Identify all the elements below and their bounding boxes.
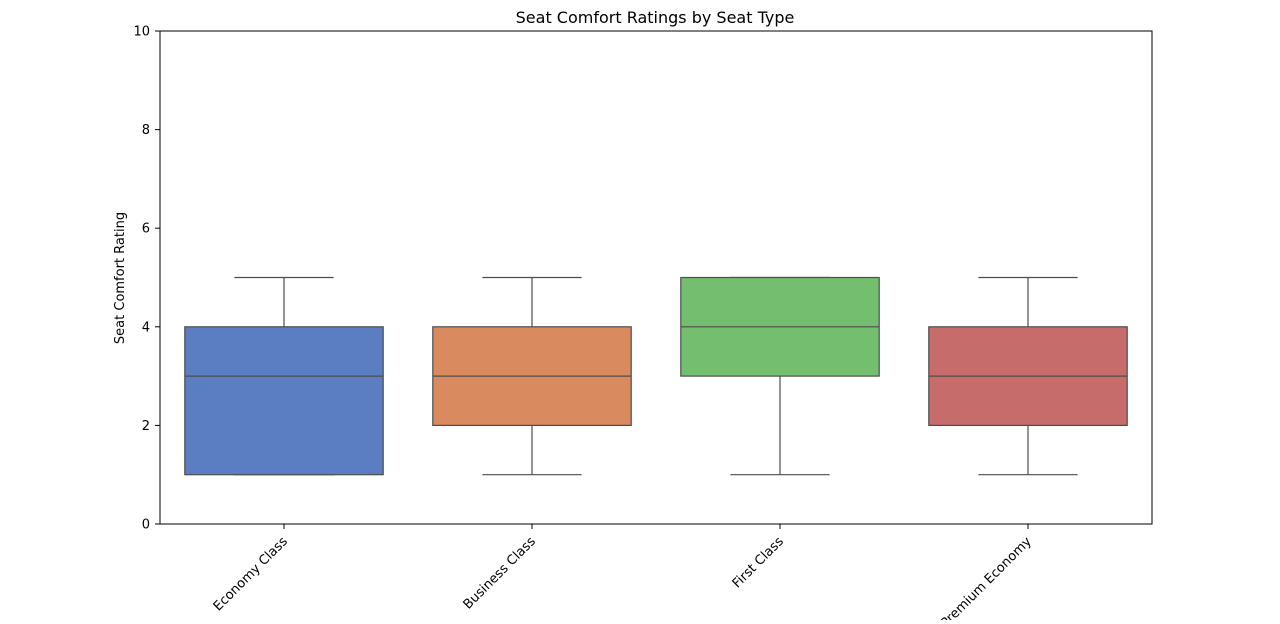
x-tick-label-first-class: First Class — [730, 534, 787, 591]
plot-frame — [159, 30, 1153, 525]
x-tick-label-premium-economy: Premium Economy — [938, 534, 1035, 620]
y-tick-label-8: 8 — [142, 123, 150, 138]
y-tick-label-2: 2 — [142, 419, 150, 434]
x-tick-label-economy-class: Economy Class — [211, 534, 291, 614]
chart-title: Seat Comfort Ratings by Seat Type — [516, 8, 795, 27]
x-tick-label-business-class: Business Class — [461, 534, 539, 612]
y-tick-label-10: 10 — [133, 25, 150, 40]
y-tick-label-4: 4 — [142, 320, 150, 335]
box-economy-class — [184, 326, 384, 476]
plot-area: 0 2 4 6 8 10 Economy Class Business Class First … — [133, 25, 1153, 624]
y-tick-label-0: 0 — [142, 518, 150, 533]
y-axis-label: Seat Comfort Rating — [113, 212, 128, 344]
y-tick-label-6: 6 — [142, 222, 150, 237]
